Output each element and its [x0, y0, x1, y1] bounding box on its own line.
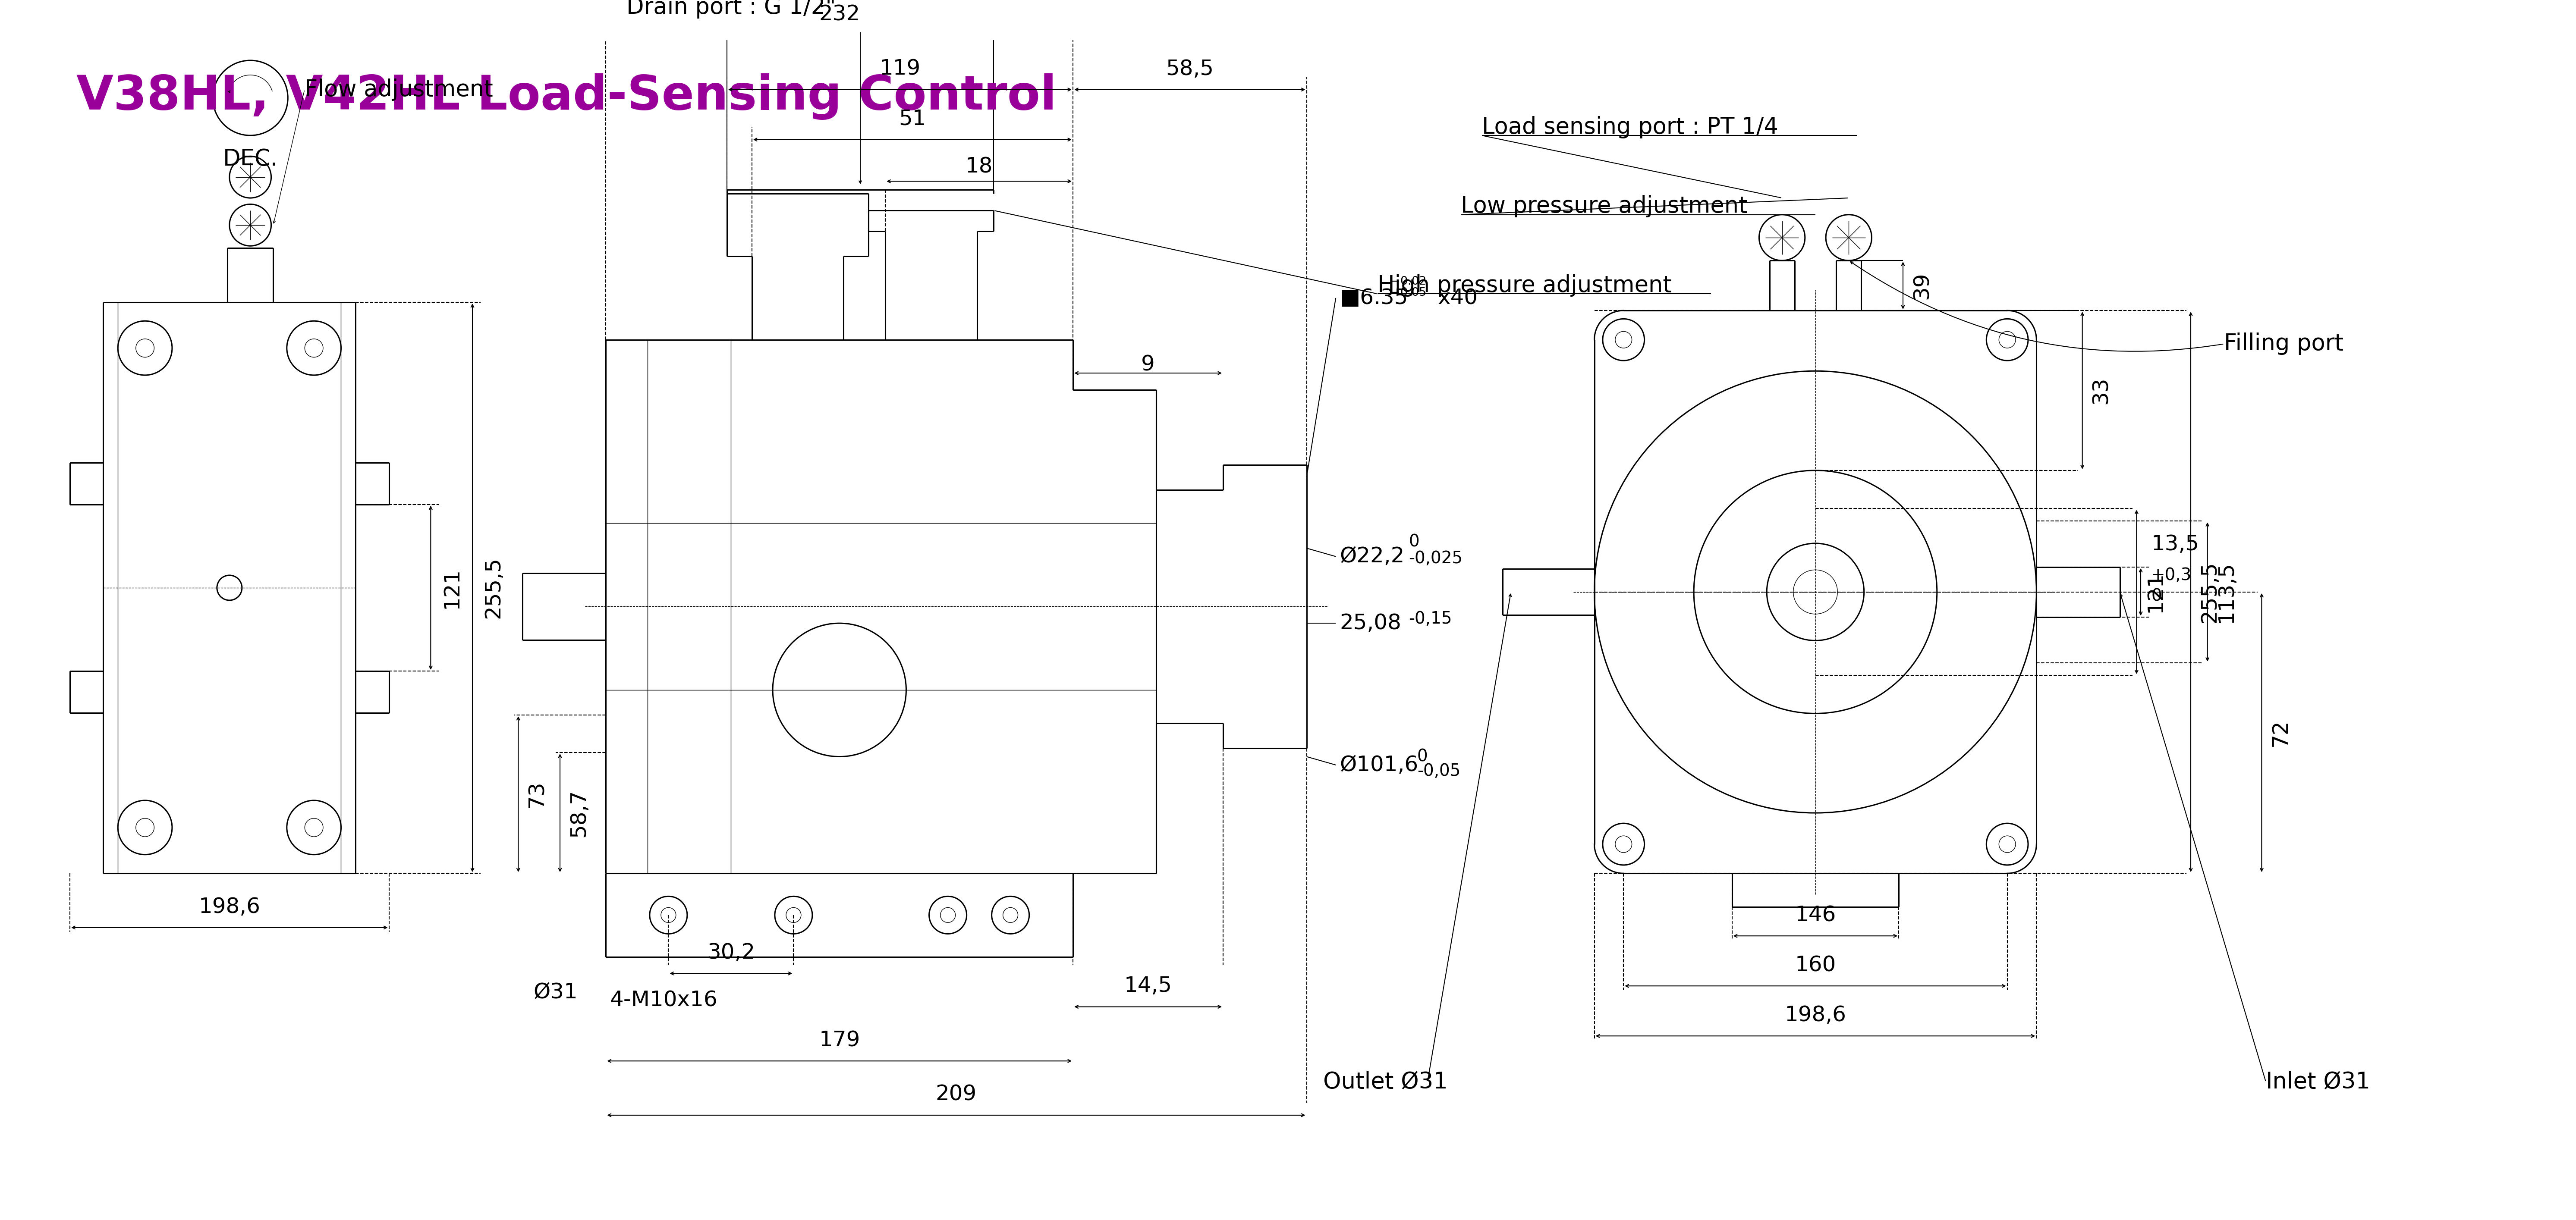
Text: 209: 209 — [935, 1085, 976, 1105]
Text: -0,025: -0,025 — [1409, 550, 1463, 567]
Text: 232: 232 — [819, 4, 860, 24]
Text: -0,05: -0,05 — [1417, 762, 1461, 780]
Text: Drain port : G 1/2": Drain port : G 1/2" — [626, 0, 835, 18]
Text: 30,2: 30,2 — [706, 942, 755, 963]
Text: 255,5: 255,5 — [2200, 561, 2221, 622]
Text: 51: 51 — [899, 109, 927, 129]
Text: 72: 72 — [2269, 719, 2290, 747]
Text: 198,6: 198,6 — [1785, 1005, 1847, 1026]
Text: 33: 33 — [2092, 377, 2112, 404]
Text: Flow adjustment: Flow adjustment — [304, 78, 492, 101]
Text: Filling port: Filling port — [2223, 333, 2344, 355]
Text: 18: 18 — [966, 156, 992, 177]
Text: Inlet Ø31: Inlet Ø31 — [2267, 1071, 2370, 1093]
Text: Low pressure adjustment: Low pressure adjustment — [1461, 195, 1747, 217]
Text: 121: 121 — [440, 567, 461, 609]
Text: 13,5: 13,5 — [2151, 533, 2200, 554]
Text: 25,08: 25,08 — [1340, 612, 1401, 633]
Text: 119: 119 — [878, 59, 920, 79]
Text: $^{-0.02}_{-0.05}$: $^{-0.02}_{-0.05}$ — [1391, 274, 1427, 296]
Text: 58,5: 58,5 — [1167, 59, 1213, 79]
Text: Ø22,2: Ø22,2 — [1340, 547, 1404, 567]
Text: 160: 160 — [1795, 955, 1837, 976]
Text: 179: 179 — [819, 1030, 860, 1050]
Text: 73: 73 — [526, 781, 546, 808]
Text: 39: 39 — [1911, 272, 1932, 299]
Text: 255,5: 255,5 — [482, 558, 502, 619]
Text: Ø31: Ø31 — [533, 982, 577, 1003]
Text: 146: 146 — [1795, 905, 1837, 926]
Text: DEC.: DEC. — [222, 148, 278, 171]
Text: +0,3: +0,3 — [2151, 567, 2192, 583]
Text: High pressure adjustment: High pressure adjustment — [1378, 274, 1672, 296]
Text: 0: 0 — [1417, 748, 1427, 765]
Text: 113,5: 113,5 — [2215, 561, 2236, 622]
Text: 0: 0 — [2151, 588, 2161, 604]
Text: -0,15: -0,15 — [1409, 611, 1453, 627]
Text: Outlet Ø31: Outlet Ø31 — [1324, 1071, 1448, 1093]
Text: Ø101,6: Ø101,6 — [1340, 755, 1419, 776]
Text: Load sensing port : PT 1/4: Load sensing port : PT 1/4 — [1481, 116, 1777, 138]
Text: 0: 0 — [1409, 533, 1419, 550]
Text: V38HL, V42HL Load-Sensing Control: V38HL, V42HL Load-Sensing Control — [77, 73, 1056, 120]
Text: 4-M10x16: 4-M10x16 — [611, 991, 719, 1011]
Text: ■6.35: ■6.35 — [1340, 288, 1409, 309]
Text: 58,7: 58,7 — [569, 789, 590, 837]
Text: 121: 121 — [2146, 571, 2166, 612]
Text: 9: 9 — [1141, 354, 1154, 375]
Text: 198,6: 198,6 — [198, 897, 260, 917]
Text: x40: x40 — [1437, 288, 1479, 309]
Text: 14,5: 14,5 — [1123, 976, 1172, 997]
